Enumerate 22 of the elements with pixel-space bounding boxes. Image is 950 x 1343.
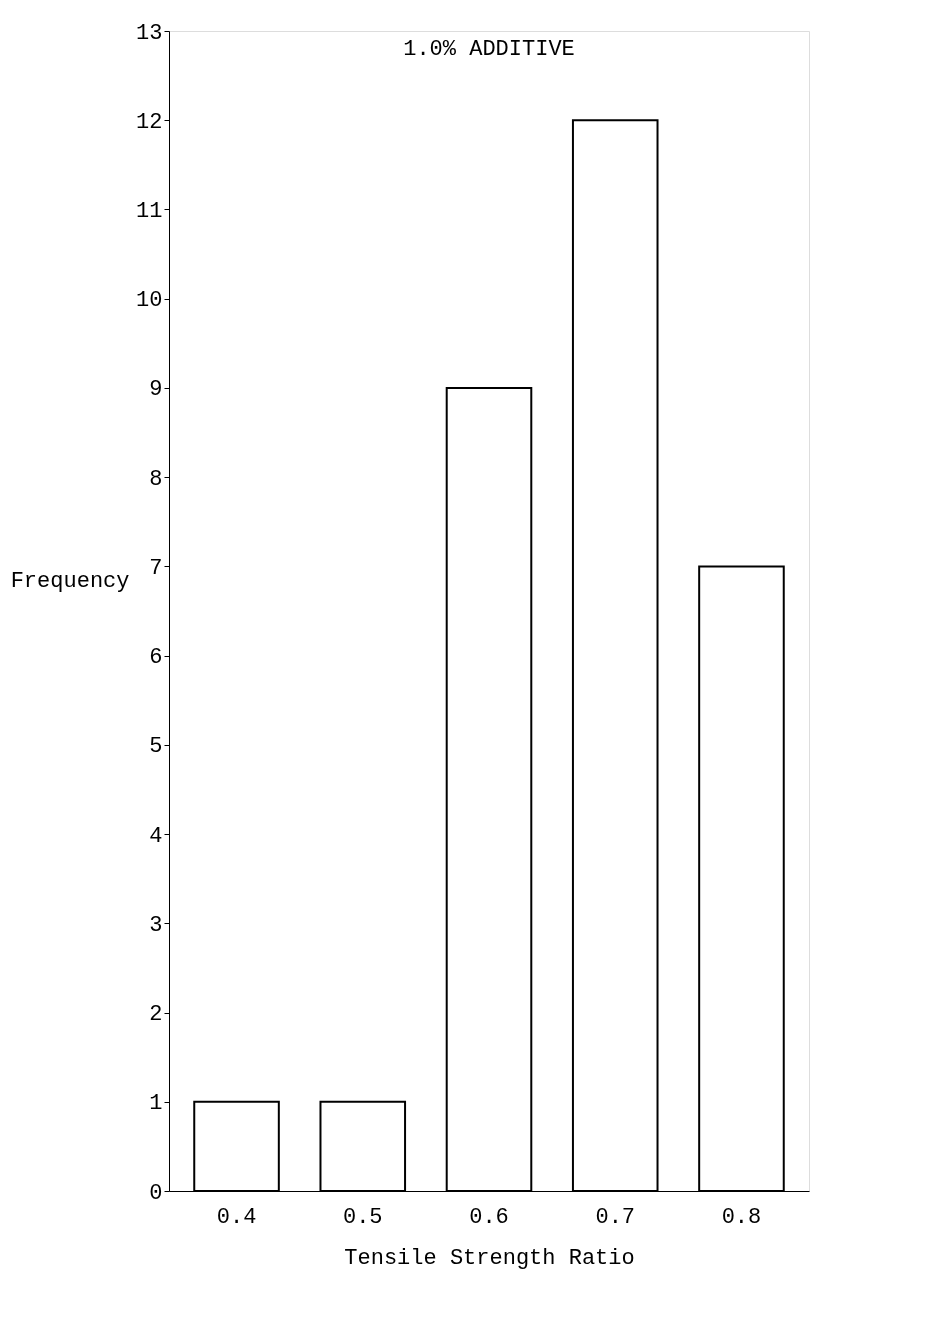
y-tick-label: 11 <box>136 198 163 224</box>
y-tick-label: 5 <box>149 734 163 760</box>
y-tick-label: 7 <box>149 555 163 581</box>
y-tick-label: 10 <box>136 288 163 314</box>
y-tick-label: 12 <box>136 109 163 135</box>
x-axis-title: Tensile Strength Ratio <box>344 1245 635 1271</box>
x-tick-label: 0.4 <box>216 1204 257 1230</box>
y-tick-label: 13 <box>136 20 163 46</box>
y-tick-label: 2 <box>149 1002 163 1028</box>
chart-title: 1.0% ADDITIVE <box>403 37 575 62</box>
y-tick-label: 4 <box>149 823 163 849</box>
y-tick-label: 6 <box>149 645 163 671</box>
x-tick-label: 0.5 <box>342 1204 383 1230</box>
y-tick-label: 0 <box>149 1180 163 1206</box>
x-tick-label: 0.7 <box>595 1204 636 1230</box>
y-tick-label: 8 <box>149 466 163 492</box>
x-tick-label: 0.8 <box>721 1204 762 1230</box>
y-tick-label: 9 <box>149 377 163 403</box>
y-tick-label: 1 <box>149 1091 163 1117</box>
y-tick-label: 3 <box>149 912 163 938</box>
x-tick-label: 0.6 <box>469 1204 509 1230</box>
y-axis-title: Frequency <box>10 568 130 594</box>
